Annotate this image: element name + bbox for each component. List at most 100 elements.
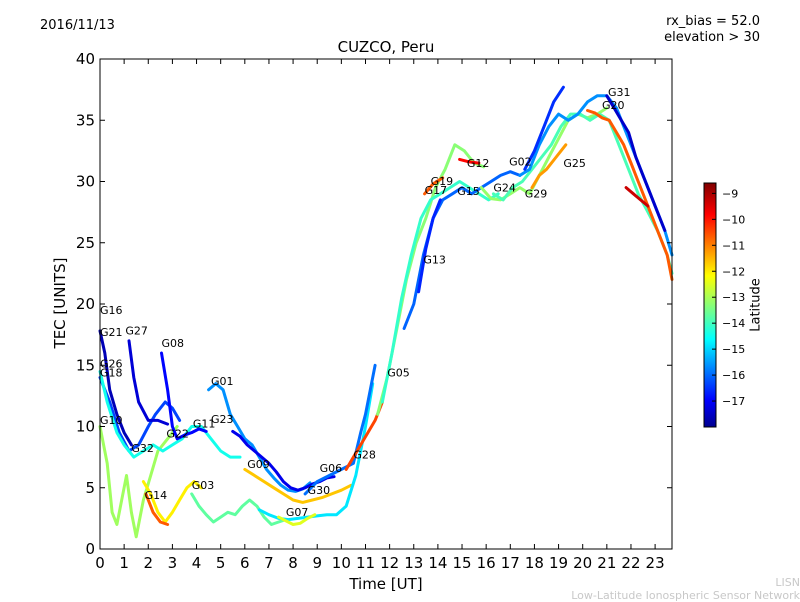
- x-tick-label: 4: [192, 554, 202, 572]
- x-tick-label: 11: [356, 554, 375, 572]
- colorbar-tick-label: −14: [722, 317, 745, 330]
- tec-series-5: [127, 339, 170, 426]
- colorbar-tick-label: −10: [722, 213, 745, 226]
- x-tick-label: 14: [428, 554, 447, 572]
- satellite-label: G10: [100, 414, 123, 427]
- tec-series-29: [605, 94, 667, 232]
- tec-series-3: [98, 369, 242, 459]
- tec-series-9: [141, 480, 203, 524]
- tec-series-4: [98, 329, 133, 447]
- y-tick-label: 10: [76, 418, 95, 436]
- satellite-label: G08: [162, 337, 185, 350]
- satellite-label: G29: [525, 187, 548, 200]
- tec-series-15: [303, 363, 377, 496]
- x-tick-label: 16: [477, 554, 496, 572]
- plot-frame: [99, 58, 673, 550]
- credit-line-2: Low-Latitude Ionospheric Sensor Network: [571, 589, 800, 602]
- y-tick-label: 35: [76, 111, 95, 129]
- satellite-label: G19: [431, 175, 454, 188]
- colorbar-tick-label: −13: [722, 291, 745, 304]
- satellite-label: G11: [193, 418, 216, 431]
- satellite-label: G13: [423, 254, 446, 267]
- tec-series-22: [458, 157, 481, 165]
- satellite-label: G18: [100, 366, 123, 379]
- tec-series-28: [586, 109, 674, 281]
- satellite-label: G06: [320, 462, 343, 475]
- satellite-label: G22: [166, 428, 189, 441]
- observation-date: 2016/11/13: [40, 18, 115, 33]
- x-tick-label: 1: [119, 554, 129, 572]
- tec-series-16: [344, 400, 384, 471]
- tec-series-6: [160, 351, 208, 441]
- satellite-label: G01: [211, 375, 234, 388]
- satellite-label: G16: [100, 304, 123, 317]
- x-tick-label: 8: [288, 554, 298, 572]
- satellite-label: G15: [457, 185, 480, 198]
- colorbar: [703, 182, 717, 428]
- x-tick-label: 2: [143, 554, 153, 572]
- satellite-label: G09: [247, 458, 270, 471]
- satellite-label: G17: [425, 184, 448, 197]
- colorbar-tick-label: −16: [722, 369, 745, 382]
- processing-info: rx_bias = 52.0 elevation > 30: [664, 14, 760, 46]
- x-tick-label: 7: [264, 554, 274, 572]
- x-tick-label: 21: [597, 554, 616, 572]
- tec-series-11: [190, 492, 288, 526]
- satellite-label: G02: [509, 156, 532, 169]
- tec-series-27: [530, 143, 568, 190]
- satellite-label: G26: [100, 358, 123, 371]
- y-tick-label: 5: [85, 479, 95, 497]
- satellite-label: G27: [125, 325, 148, 338]
- colorbar-tick-label: −11: [722, 239, 745, 252]
- tec-series-12: [243, 467, 353, 504]
- colorbar-ticks: −9 −10 −11 −12 −13 −14 −15 −16 −17: [712, 187, 745, 408]
- y-tick-label: 30: [76, 173, 95, 191]
- x-tick-label: 20: [573, 554, 592, 572]
- x-tick-label: 17: [501, 554, 520, 572]
- rx-bias-label: rx_bias = 52.0: [666, 14, 760, 29]
- x-tick-label: 12: [380, 554, 399, 572]
- tec-series-2: [98, 425, 179, 539]
- y-tick-label: 40: [76, 50, 95, 68]
- tec-series-30: [624, 186, 650, 208]
- y-tick-label: 20: [76, 295, 95, 313]
- satellite-label: G14: [145, 489, 168, 502]
- colorbar-tick-label: −9: [722, 187, 738, 200]
- colorbar-tick-label: −15: [722, 343, 745, 356]
- satellite-label: G21: [100, 326, 123, 339]
- tec-series-24: [491, 112, 674, 275]
- x-tick-label: 10: [332, 554, 351, 572]
- colorbar-tick-label: −12: [722, 265, 745, 278]
- series-layer: [98, 85, 674, 539]
- x-tick-label: 9: [312, 554, 322, 572]
- satellite-label: G24: [493, 181, 516, 194]
- tec-series-21: [423, 176, 445, 196]
- x-tick-label: 5: [216, 554, 226, 572]
- satellite-label: G25: [563, 157, 586, 170]
- satellite-label: G03: [192, 479, 215, 492]
- tec-series-26: [523, 85, 565, 171]
- satellite-label: G28: [353, 448, 376, 461]
- satellite-label: G30: [308, 484, 331, 497]
- satellite-label: G05: [387, 366, 410, 379]
- x-tick-label: 15: [452, 554, 471, 572]
- tec-series-18: [380, 180, 500, 404]
- network-credit: LISN Low-Latitude Ionospheric Sensor Net…: [571, 576, 800, 602]
- colorbar-tick-label: −17: [722, 395, 745, 408]
- x-tick-label: 6: [240, 554, 250, 572]
- satellite-label: G31: [608, 86, 631, 99]
- tec-series-7: [207, 382, 312, 493]
- satellite-label: G07: [286, 506, 309, 519]
- x-tick-label: 18: [525, 554, 544, 572]
- x-tick-label: 13: [404, 554, 423, 572]
- credit-line-1: LISN: [775, 576, 800, 589]
- x-tick-label: 19: [549, 554, 568, 572]
- axes: 0 1 2 3 4 5 6 7 8 9 10 11 12 13 14 15 16 17 18 19 20 21 22 2305…: [76, 50, 672, 572]
- x-tick-label: 3: [168, 554, 178, 572]
- satellite-label: G12: [467, 157, 490, 170]
- satellite-label: G23: [211, 413, 234, 426]
- tec-series-10: [144, 492, 170, 526]
- y-tick-label: 15: [76, 356, 95, 374]
- tec-series-25: [518, 94, 674, 257]
